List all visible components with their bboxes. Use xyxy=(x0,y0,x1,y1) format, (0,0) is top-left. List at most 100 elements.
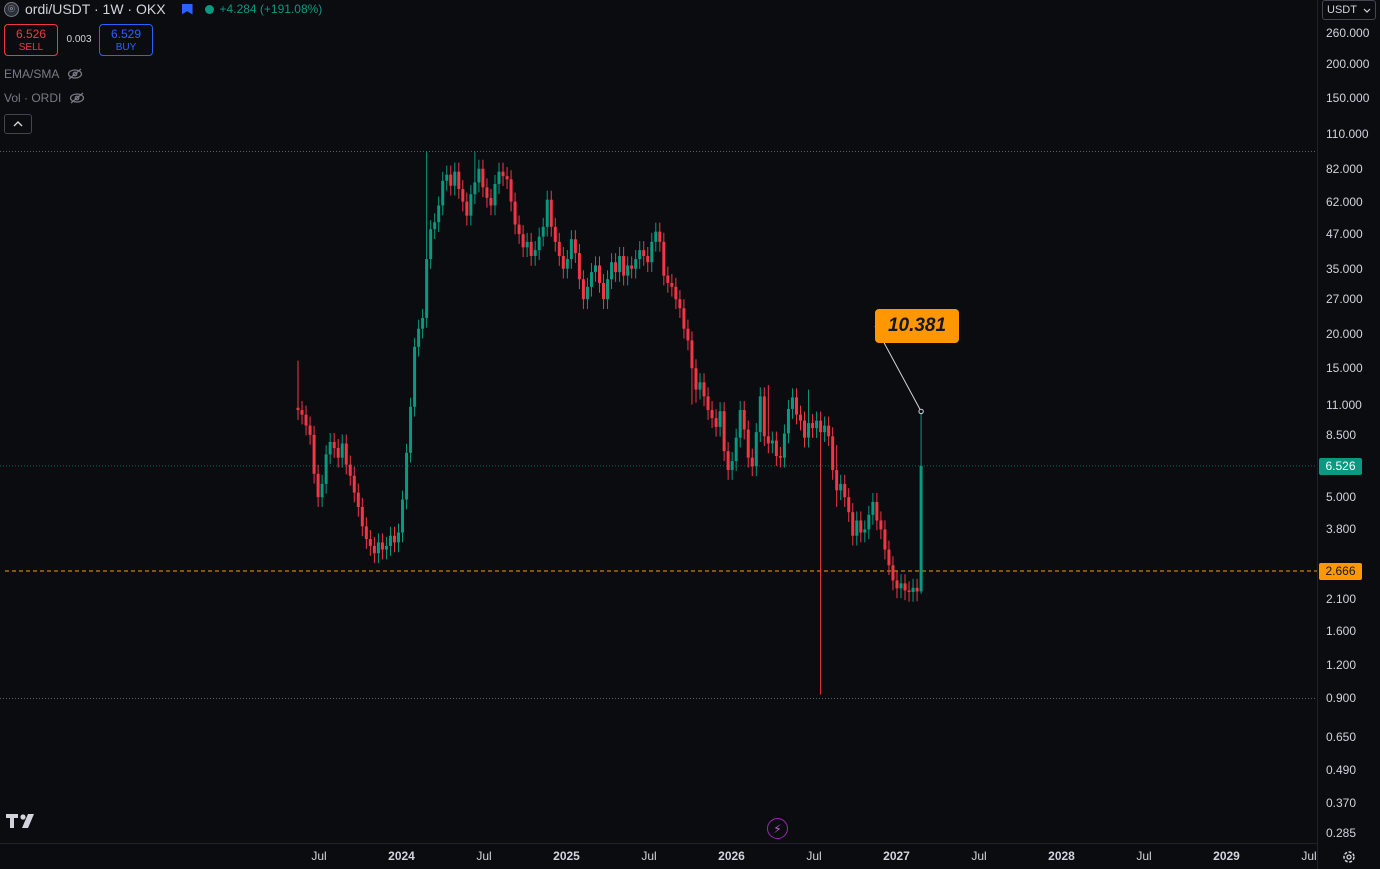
candle-body xyxy=(296,407,300,411)
candle-body xyxy=(356,492,360,507)
indicator-label: EMA/SMA xyxy=(4,67,60,81)
candle-body xyxy=(839,483,843,491)
candle-body xyxy=(521,234,525,248)
time-tick-label: Jul xyxy=(1301,849,1317,863)
candle-body xyxy=(634,259,638,269)
candle-body xyxy=(533,250,537,257)
sell-price: 6.526 xyxy=(15,27,47,41)
price-tick-label: 8.500 xyxy=(1326,427,1357,442)
gear-icon[interactable] xyxy=(1341,849,1357,865)
tradingview-logo[interactable] xyxy=(6,812,40,828)
time-tick-label: 2024 xyxy=(388,849,415,863)
candle-body xyxy=(453,171,457,186)
candle-body xyxy=(859,520,863,533)
chevron-up-icon xyxy=(13,121,23,127)
chevron-down-icon xyxy=(1363,8,1371,13)
buy-button[interactable]: 6.529 BUY xyxy=(99,24,153,56)
price-chart[interactable] xyxy=(0,0,1317,843)
candle-body xyxy=(710,410,714,419)
candle-body xyxy=(742,410,746,430)
candle-body xyxy=(380,542,384,550)
candle-body xyxy=(630,265,634,269)
candle-body xyxy=(324,454,328,484)
candle-body xyxy=(457,171,461,190)
candle-body xyxy=(445,174,449,181)
time-tick-label: Jul xyxy=(641,849,657,863)
candle-body xyxy=(593,265,597,273)
price-callout[interactable]: 10.381 xyxy=(875,309,959,343)
candle-body xyxy=(421,318,425,329)
candle-body xyxy=(794,397,798,415)
candle-body xyxy=(473,182,477,195)
candle-body xyxy=(481,168,485,188)
candle-body xyxy=(577,253,581,280)
candle-body xyxy=(581,279,585,300)
candle-body xyxy=(360,506,364,527)
callout-anchor-point xyxy=(918,408,924,415)
sell-button[interactable]: 6.526 SELL xyxy=(4,24,58,56)
candle-body xyxy=(678,299,682,309)
eye-hidden-icon[interactable] xyxy=(67,68,83,80)
price-tick-label: 0.900 xyxy=(1326,691,1357,706)
candle-body xyxy=(819,420,823,433)
candle-body xyxy=(883,529,887,550)
candle-body xyxy=(417,328,421,347)
eye-hidden-icon[interactable] xyxy=(69,92,85,104)
candle-body xyxy=(690,340,694,369)
price-tick-label: 27.000 xyxy=(1326,292,1363,307)
candle-body xyxy=(831,436,835,471)
candle-body xyxy=(887,549,891,566)
candle-body xyxy=(726,451,730,471)
candle-body xyxy=(674,286,678,300)
candle-body xyxy=(811,423,815,429)
candle-body xyxy=(497,171,501,185)
price-tick-label: 0.650 xyxy=(1326,729,1357,744)
candle-body xyxy=(565,259,569,269)
indicator-ema-sma[interactable]: EMA/SMA xyxy=(4,66,83,82)
buy-label: BUY xyxy=(115,42,137,53)
candle-body xyxy=(766,436,770,444)
candle-body xyxy=(827,425,831,437)
candle-body xyxy=(573,239,577,254)
lightning-icon[interactable]: ⚡ xyxy=(767,818,788,839)
candle-body xyxy=(517,224,521,235)
ordi-coin-icon: ⓞ xyxy=(4,1,19,17)
candle-body xyxy=(638,250,642,260)
candle-body xyxy=(626,265,630,276)
candle-body xyxy=(368,539,372,546)
candle-body xyxy=(670,282,674,287)
candle-body xyxy=(622,256,626,276)
candle-body xyxy=(561,256,565,269)
candle-body xyxy=(598,265,601,283)
candle-body xyxy=(545,199,549,227)
candle-body xyxy=(823,425,827,433)
candle-body xyxy=(589,272,593,287)
price-tick-label: 82.000 xyxy=(1326,161,1363,176)
currency-select[interactable]: USDT xyxy=(1322,0,1376,20)
flag-icon[interactable] xyxy=(181,3,193,15)
sell-label: SELL xyxy=(18,42,44,53)
candle-body xyxy=(867,514,871,530)
time-tick-label: 2028 xyxy=(1048,849,1075,863)
candle-body xyxy=(388,535,392,546)
candle-body xyxy=(477,168,481,183)
time-tick-label: Jul xyxy=(971,849,987,863)
candle-body xyxy=(352,475,356,493)
indicator-volume[interactable]: Vol · ORDI xyxy=(4,90,85,106)
price-tick-label: 15.000 xyxy=(1326,361,1363,376)
candle-body xyxy=(489,197,493,206)
candle-body xyxy=(807,423,811,438)
candle-body xyxy=(738,410,742,438)
candle-body xyxy=(642,250,646,257)
candle-body xyxy=(401,499,405,533)
price-tick-label: 260.000 xyxy=(1326,26,1370,41)
candle-body xyxy=(602,282,606,300)
candle-body xyxy=(718,411,722,427)
spread-value: 0.003 xyxy=(66,34,92,45)
time-tick-label: Jul xyxy=(1136,849,1152,863)
candle-body xyxy=(304,414,308,426)
candle-body xyxy=(899,583,903,589)
symbol-title[interactable]: ordi/USDT · 1W · OKX xyxy=(25,1,166,17)
collapse-legend-button[interactable] xyxy=(4,114,32,134)
